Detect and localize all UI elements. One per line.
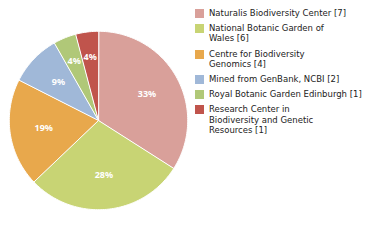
- svg-text:9%: 9%: [51, 75, 64, 88]
- html-text:Centre for Biodiversity Genomi: Centre for Biodiversity Genomics [4]: [209, 48, 305, 69]
- svg-text:4%: 4%: [67, 54, 80, 67]
- html-text:National Botanic Garden of Wal: National Botanic Garden of Wales [6]: [209, 23, 324, 44]
- html-text:Research Center in Biodiversit: Research Center in Biodiversity and Gene…: [209, 104, 314, 135]
- svg-text:19%: 19%: [34, 121, 52, 134]
- html-text:Mined from GenBank, NCBI [2]: Mined from GenBank, NCBI [2]: [209, 73, 340, 84]
- html-text:Naturalis Biodiversity Center: Naturalis Biodiversity Center [7]: [209, 8, 346, 18]
- svg-text:28%: 28%: [94, 168, 112, 181]
- html-text:Royal Botanic Garden Edinburgh: Royal Botanic Garden Edinburgh [1]: [209, 89, 362, 100]
- svg-text:33%: 33%: [137, 87, 155, 100]
- svg-text:4%: 4%: [83, 50, 96, 63]
